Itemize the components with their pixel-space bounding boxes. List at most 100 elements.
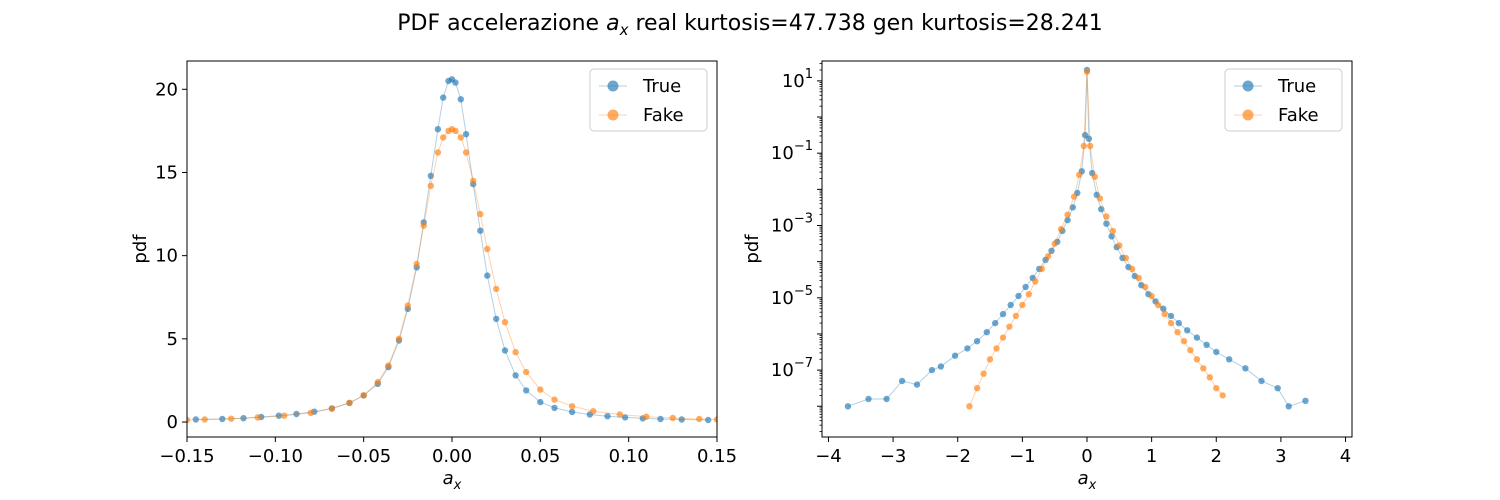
legend-marker [1242,109,1254,121]
data-point [1064,216,1071,224]
x-tick-label: −0.10 [248,446,303,467]
data-point [616,411,623,418]
data-point [951,352,959,359]
legend-marker [607,80,619,92]
figure-title: PDF accelerazione ax real kurtosis=47.73… [397,11,1102,39]
data-point [427,172,434,179]
data-point [1038,265,1046,273]
x-tick-label: 0.10 [609,446,649,467]
data-point [501,347,509,354]
data-point [1103,213,1110,220]
data-point [1103,220,1110,227]
data-point [937,363,945,370]
data-point [281,412,288,419]
y-tick-label: 10−7 [771,356,813,381]
data-point [440,94,447,101]
data-point [986,356,994,363]
y-tick-label: 10 [155,246,178,267]
data-point [187,416,191,424]
right-plot-panel: −4 −3 −2 −1 0 1 2 3 4 101 10−1 10−3 10−5 10−7 ax pdf Tru… [742,60,1353,493]
data-point [395,335,403,342]
legend-entry-fake: Fake [599,105,684,126]
data-point [240,415,247,422]
x-tick-label: 0.05 [520,446,560,467]
data-point [1180,338,1188,345]
data-point [713,416,717,423]
data-point [413,260,420,268]
x-tick-label: −2 [944,446,971,467]
data-point [1226,356,1233,363]
x-tick-label: −0.05 [336,446,391,467]
series-line-fake [968,71,1224,407]
y-tick-label: 10−1 [771,139,813,164]
data-point [696,415,703,423]
data-point [913,381,921,388]
data-point [657,415,664,423]
data-point [621,414,629,421]
data-point [1167,319,1175,327]
data-point [1109,227,1117,235]
legend-marker [1242,80,1254,92]
data-point [551,404,558,412]
data-point [1274,385,1281,392]
data-point [983,329,990,336]
data-point [484,245,491,253]
data-point [404,302,411,309]
data-point [512,349,519,356]
x-tick-label: 1 [1146,446,1157,467]
data-point [973,338,981,345]
y-axis-label: pdf [742,234,763,264]
data-point [434,126,442,133]
x-tick-label: 3 [1275,446,1286,467]
data-point [1087,142,1094,150]
data-point [966,403,973,410]
data-point [1193,356,1201,363]
data-point [1122,254,1130,262]
data-point [1206,374,1214,381]
data-point [477,210,484,218]
data-point [254,414,261,421]
data-point [883,395,890,403]
x-axis-label: ax [443,468,462,493]
x-axis-label: ax [1078,468,1097,493]
data-point [1108,233,1115,240]
data-point [457,96,464,103]
data-point [523,387,530,394]
x-tick-label: −4 [815,446,842,467]
data-point [604,413,611,420]
data-point [328,405,336,412]
data-point [1025,291,1033,298]
legend-entry-true: True [1234,76,1316,97]
data-point [1129,265,1136,273]
data-point [1019,301,1026,309]
data-point [999,310,1007,318]
data-point [1154,301,1162,309]
left-plot-panel: −0.15 −0.10 −0.05 0.00 0.05 0.10 0.15 0 5 10 15 20 a… [130,60,737,493]
data-point [1135,274,1142,282]
data-point [1148,292,1155,300]
data-point [228,415,235,422]
data-point [1032,278,1039,285]
series-line-fake [187,128,717,421]
data-point [192,416,199,423]
data-point [1302,397,1309,404]
data-point [678,416,685,423]
data-point [374,378,381,386]
legend-label: Fake [643,105,684,126]
data-point [452,127,459,135]
legend-frame [589,68,708,132]
data-point [1242,365,1249,372]
x-tick-label: 4 [1340,446,1351,467]
data-point [705,416,712,424]
data-point [1258,377,1265,385]
data-point [844,403,852,410]
x-tick-label: 0.00 [432,446,472,467]
y-tick-label: 10−3 [771,212,813,237]
data-point [1070,193,1078,200]
y-tick-label: 5 [167,329,178,350]
y-axis-label: pdf [130,234,151,264]
legend-label: True [1277,76,1316,97]
data-point [537,386,544,393]
y-tick-label: 101 [782,67,813,92]
data-point [1064,211,1071,218]
